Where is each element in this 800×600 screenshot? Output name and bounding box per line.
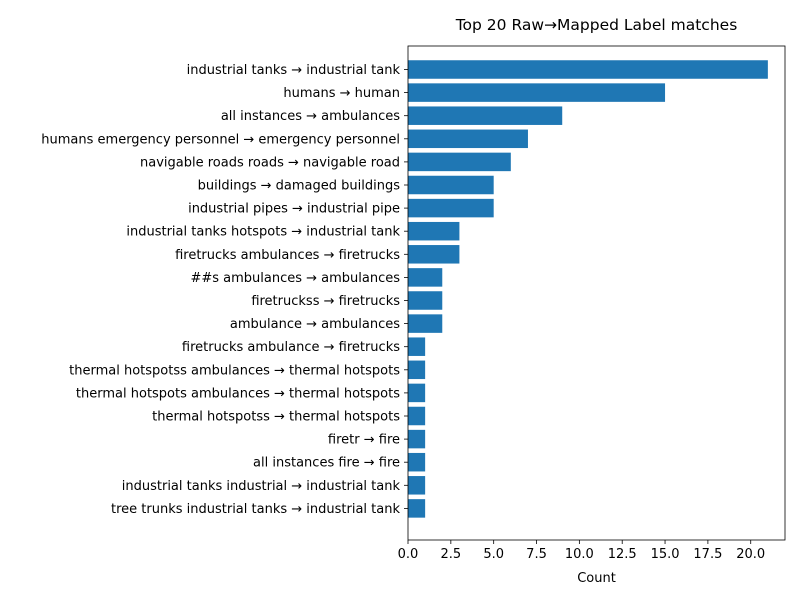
y-tick-label: firetrucks ambulances → firetrucks	[175, 248, 400, 263]
x-tick-label: 20.0	[736, 547, 765, 562]
y-tick-label: thermal hotspotss → thermal hotspots	[152, 410, 400, 425]
y-tick-label: thermal hotspotss ambulances → thermal h…	[69, 363, 400, 378]
x-tick-label: 12.5	[608, 547, 637, 562]
y-tick-label: ##s ambulances → ambulances	[190, 271, 400, 286]
bar	[408, 337, 426, 356]
y-tick-label: tree trunks industrial tanks → industria…	[111, 502, 400, 517]
bar	[408, 383, 426, 403]
bar	[408, 60, 768, 79]
bar	[408, 268, 443, 287]
y-tick-label: ambulance → ambulances	[230, 317, 400, 332]
y-tick-label: industrial tanks hotspots → industrial t…	[126, 225, 400, 240]
bar	[408, 452, 426, 472]
axes-frame	[407, 45, 786, 541]
y-tick-label: industrial tanks → industrial tank	[187, 63, 401, 78]
y-tick-labels: industrial tanks → industrial tank humans…	[41, 63, 408, 517]
bar	[408, 83, 666, 102]
bar	[408, 198, 494, 218]
y-tick-label: humans emergency personnel → emergency p…	[41, 132, 400, 147]
bars-layer	[408, 60, 768, 518]
bar	[408, 175, 494, 195]
bar	[408, 221, 460, 241]
y-tick-label: all instances fire → fire	[253, 456, 400, 471]
x-tick-label: 10.0	[565, 547, 594, 562]
bar	[408, 314, 443, 333]
x-tick-labels: 0.0 2.5 5.0 7.5 10.0 12.5 15.0 17.5 20.0	[398, 540, 765, 562]
x-axis-label: Count	[577, 571, 616, 586]
bar	[408, 106, 563, 125]
y-tick-label: industrial tanks industrial → industrial…	[122, 479, 401, 494]
bar	[408, 499, 426, 518]
x-tick-label: 5.0	[483, 547, 504, 562]
x-tick-label: 2.5	[440, 547, 461, 562]
chart-title: Top 20 Raw→Mapped Label matches	[455, 16, 738, 34]
x-tick-label: 0.0	[398, 547, 419, 562]
plot-frame	[407, 45, 786, 541]
y-tick-label: buildings → damaged buildings	[198, 179, 401, 194]
x-tick-label: 17.5	[693, 547, 722, 562]
y-tick-label: all instances → ambulances	[221, 109, 400, 124]
bar	[408, 152, 511, 172]
y-tick-label: firetrucks ambulance → firetrucks	[182, 340, 400, 355]
bar	[408, 129, 528, 149]
bar	[408, 245, 460, 264]
x-tick-label: 7.5	[526, 547, 547, 562]
y-tick-label: thermal hotspots ambulances → thermal ho…	[76, 386, 400, 401]
bar	[408, 429, 426, 449]
y-tick-label: firetruckss → firetrucks	[251, 294, 400, 309]
bar	[408, 360, 426, 380]
y-tick-label: firetr → fire	[328, 433, 400, 448]
bar	[408, 406, 426, 426]
y-tick-label: industrial pipes → industrial pipe	[188, 202, 400, 217]
bar	[408, 476, 426, 495]
y-tick-label: humans → human	[283, 86, 400, 101]
x-tick-label: 15.0	[651, 547, 680, 562]
y-tick-label: navigable roads roads → navigable road	[140, 155, 400, 170]
bar	[408, 291, 443, 310]
